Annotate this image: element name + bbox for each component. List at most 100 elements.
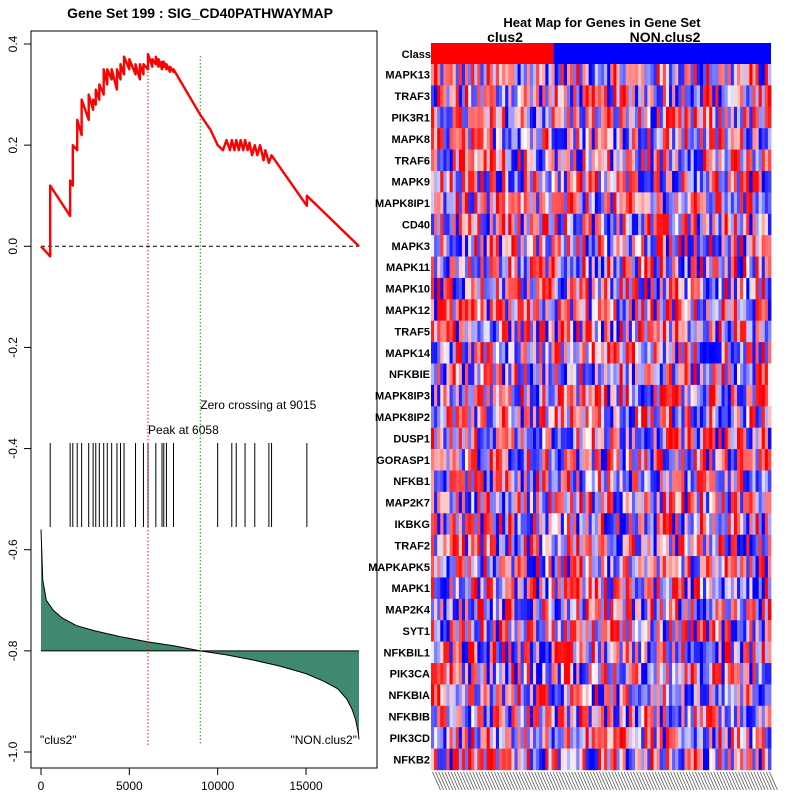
heatmap-cell xyxy=(740,277,744,300)
heatmap-cell xyxy=(616,192,620,214)
heatmap-cell xyxy=(749,320,753,343)
heatmap-cell xyxy=(625,491,630,514)
heatmap-cell xyxy=(437,363,441,386)
heatmap-cell xyxy=(477,277,481,300)
heatmap-cell xyxy=(502,470,506,493)
heatmap-cell xyxy=(452,149,457,172)
heatmap-cell xyxy=(628,663,633,685)
heatmap-cell xyxy=(693,513,698,535)
heatmap-cell xyxy=(529,213,534,236)
heatmap-cell xyxy=(465,128,469,150)
heatmap-cell xyxy=(665,620,670,642)
heatmap-cell xyxy=(461,513,466,535)
heatmap-cell xyxy=(545,106,549,129)
heatmap-cell xyxy=(706,85,710,107)
heatmap-cell xyxy=(647,577,651,600)
heatmap-cell xyxy=(508,470,512,493)
heatmap-cell xyxy=(567,342,571,364)
heatmap-cell xyxy=(489,684,494,707)
gene-label: SYT1 xyxy=(402,626,430,638)
heatmap-cell xyxy=(638,641,642,664)
heatmap-cell xyxy=(767,277,772,300)
heatmap-cell xyxy=(631,684,636,707)
heatmap-cell xyxy=(687,85,692,107)
heatmap-cell xyxy=(576,192,580,214)
heatmap-cell xyxy=(489,556,494,578)
heatmap-cell xyxy=(495,213,500,236)
heatmap-cell xyxy=(696,170,701,193)
heatmap-cell xyxy=(567,641,571,664)
heatmap-cell xyxy=(452,320,457,343)
heatmap-cell xyxy=(635,320,639,343)
heatmap-cell xyxy=(523,556,528,578)
heatmap-cell xyxy=(610,256,614,279)
heatmap-cell xyxy=(761,470,766,493)
heatmap-cell xyxy=(622,598,627,621)
heatmap-cell xyxy=(499,748,503,771)
heatmap-cell xyxy=(767,534,772,557)
heatmap-cell xyxy=(755,406,760,428)
heatmap-cell xyxy=(573,384,577,407)
heatmap-cell xyxy=(545,598,549,621)
heatmap-cell xyxy=(576,620,580,642)
heatmap-cell xyxy=(567,663,571,685)
heatmap-cell xyxy=(570,256,574,279)
heatmap-cell xyxy=(730,598,735,621)
heatmap-cell xyxy=(610,213,614,236)
heatmap-cell xyxy=(647,534,651,557)
heatmap-cell xyxy=(437,663,441,685)
heatmap-cell xyxy=(709,513,713,535)
sample-tick xyxy=(704,771,713,791)
heatmap-cell xyxy=(557,213,562,236)
heatmap-cell xyxy=(440,727,444,749)
heatmap-cell xyxy=(437,299,441,321)
heatmap-cell xyxy=(517,598,522,621)
heatmap-cell xyxy=(647,85,651,107)
heatmap-cell xyxy=(468,449,472,471)
heatmap-cell xyxy=(610,577,614,600)
heatmap-cell xyxy=(455,384,460,407)
heatmap-cell xyxy=(495,556,500,578)
heatmap-cell xyxy=(579,427,583,450)
heatmap-cell xyxy=(597,320,602,343)
heatmap-cell xyxy=(560,384,565,407)
heatmap-cell xyxy=(511,256,515,279)
heatmap-cell xyxy=(619,363,624,386)
heatmap-cell xyxy=(656,235,661,257)
heatmap-cell xyxy=(730,170,735,193)
heatmap-cell xyxy=(622,427,627,450)
heatmap-cell xyxy=(653,491,658,514)
heatmap-cell xyxy=(591,64,596,86)
heatmap-cell xyxy=(536,620,540,642)
heatmap-cell xyxy=(582,342,586,364)
sample-tick xyxy=(555,771,565,791)
heatmap-cell xyxy=(458,235,463,257)
heatmap-cell xyxy=(452,277,457,300)
heatmap-cell xyxy=(520,534,525,557)
heatmap-cell xyxy=(675,277,679,300)
sample-tick xyxy=(626,771,636,791)
heatmap-cell xyxy=(588,705,593,728)
heatmap-cell xyxy=(502,64,506,86)
heatmap-cell xyxy=(740,449,744,471)
heatmap-cell xyxy=(431,513,435,535)
heatmap-cell xyxy=(718,149,722,172)
heatmap-cell xyxy=(554,748,559,771)
heatmap-cell xyxy=(591,170,596,193)
heatmap-cell xyxy=(737,598,741,621)
heatmap-cell xyxy=(656,727,661,749)
heatmap-cell xyxy=(431,620,435,642)
heatmap-cell xyxy=(434,277,438,300)
heatmap-cell xyxy=(758,620,763,642)
sample-tick xyxy=(685,771,695,791)
heatmap-cell xyxy=(758,192,763,214)
heatmap-cell xyxy=(690,705,695,728)
heatmap-cell xyxy=(486,128,491,150)
heatmap-cell xyxy=(746,534,750,557)
sample-tick xyxy=(475,771,485,791)
heatmap-cell xyxy=(437,534,441,557)
heatmap-cell xyxy=(641,128,645,150)
heatmap-cell xyxy=(610,684,614,707)
heatmap-cell xyxy=(678,106,682,129)
heatmap-cell xyxy=(669,577,673,600)
